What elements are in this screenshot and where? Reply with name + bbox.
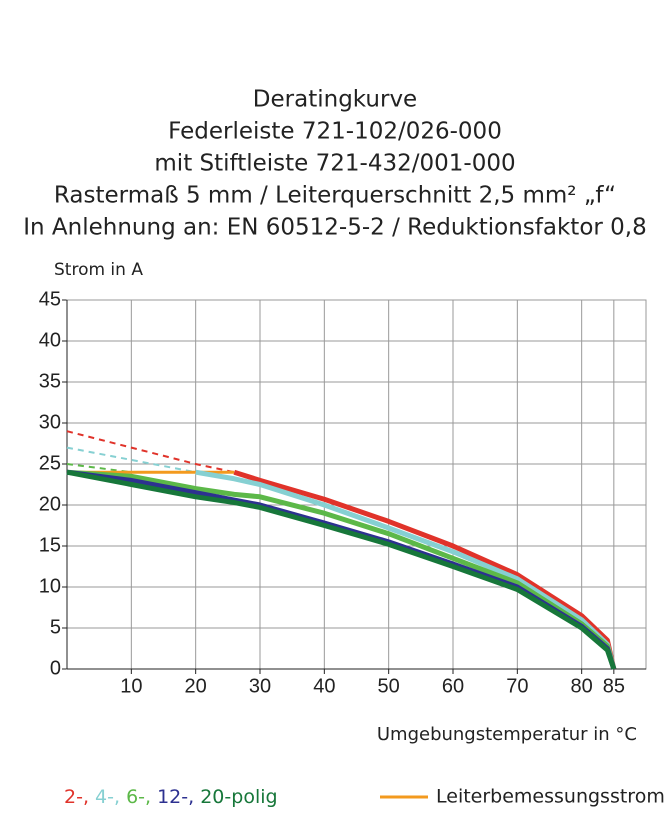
chart-title: In Anlehnung an: EN 60512-5-2 / Reduktio… — [23, 215, 647, 241]
chart-title: mit Stiftleiste 721-432/001-000 — [154, 151, 515, 177]
chart-title: Deratingkurve — [253, 87, 417, 113]
y-tick-label: 20 — [39, 493, 61, 515]
x-tick-label: 85 — [603, 675, 625, 697]
series-line — [233, 469, 617, 670]
x-tick-label: 30 — [249, 675, 271, 697]
series-line — [66, 469, 617, 670]
x-tick-label: 20 — [185, 675, 207, 697]
legend-entry: Leiterbemessungsstrom — [436, 786, 665, 808]
y-axis-label: Strom in A — [54, 260, 143, 280]
y-tick-label: 15 — [39, 534, 61, 556]
y-tick-label: 35 — [39, 370, 61, 392]
y-tick-label: 40 — [39, 329, 61, 351]
chart-title: Rastermaß 5 mm / Leiterquerschnitt 2,5 m… — [54, 183, 616, 209]
legend-entry: 6-, — [126, 786, 151, 808]
legend-entry: 20- — [200, 786, 231, 808]
x-tick-label: 80 — [571, 675, 593, 697]
y-tick-label: 45 — [39, 288, 61, 310]
legend-suffix: polig — [231, 786, 277, 808]
legend-entry: 2-, — [64, 786, 89, 808]
y-tick-label: 0 — [50, 657, 61, 679]
legend-entry: 4-, — [95, 786, 120, 808]
x-tick-label: 70 — [506, 675, 528, 697]
y-tick-label: 5 — [50, 616, 61, 638]
y-tick-label: 30 — [39, 411, 61, 433]
series-line — [195, 469, 617, 670]
x-tick-label: 40 — [313, 675, 335, 697]
legend: 2-, 4-, 6-, 12-, 20-polig — [64, 786, 278, 808]
y-tick-label: 25 — [39, 452, 61, 474]
x-tick-label: 50 — [378, 675, 400, 697]
x-tick-label: 10 — [120, 675, 142, 697]
y-tick-label: 10 — [39, 575, 61, 597]
extrapolated-line — [66, 430, 235, 474]
x-axis-label: Umgebungstemperatur in °C — [377, 724, 637, 745]
series-line — [66, 469, 617, 670]
x-tick-label: 60 — [442, 675, 464, 697]
legend-entry: 12-, — [157, 786, 194, 808]
chart-title: Federleiste 721-102/026-000 — [168, 119, 502, 145]
series-line — [66, 469, 617, 670]
